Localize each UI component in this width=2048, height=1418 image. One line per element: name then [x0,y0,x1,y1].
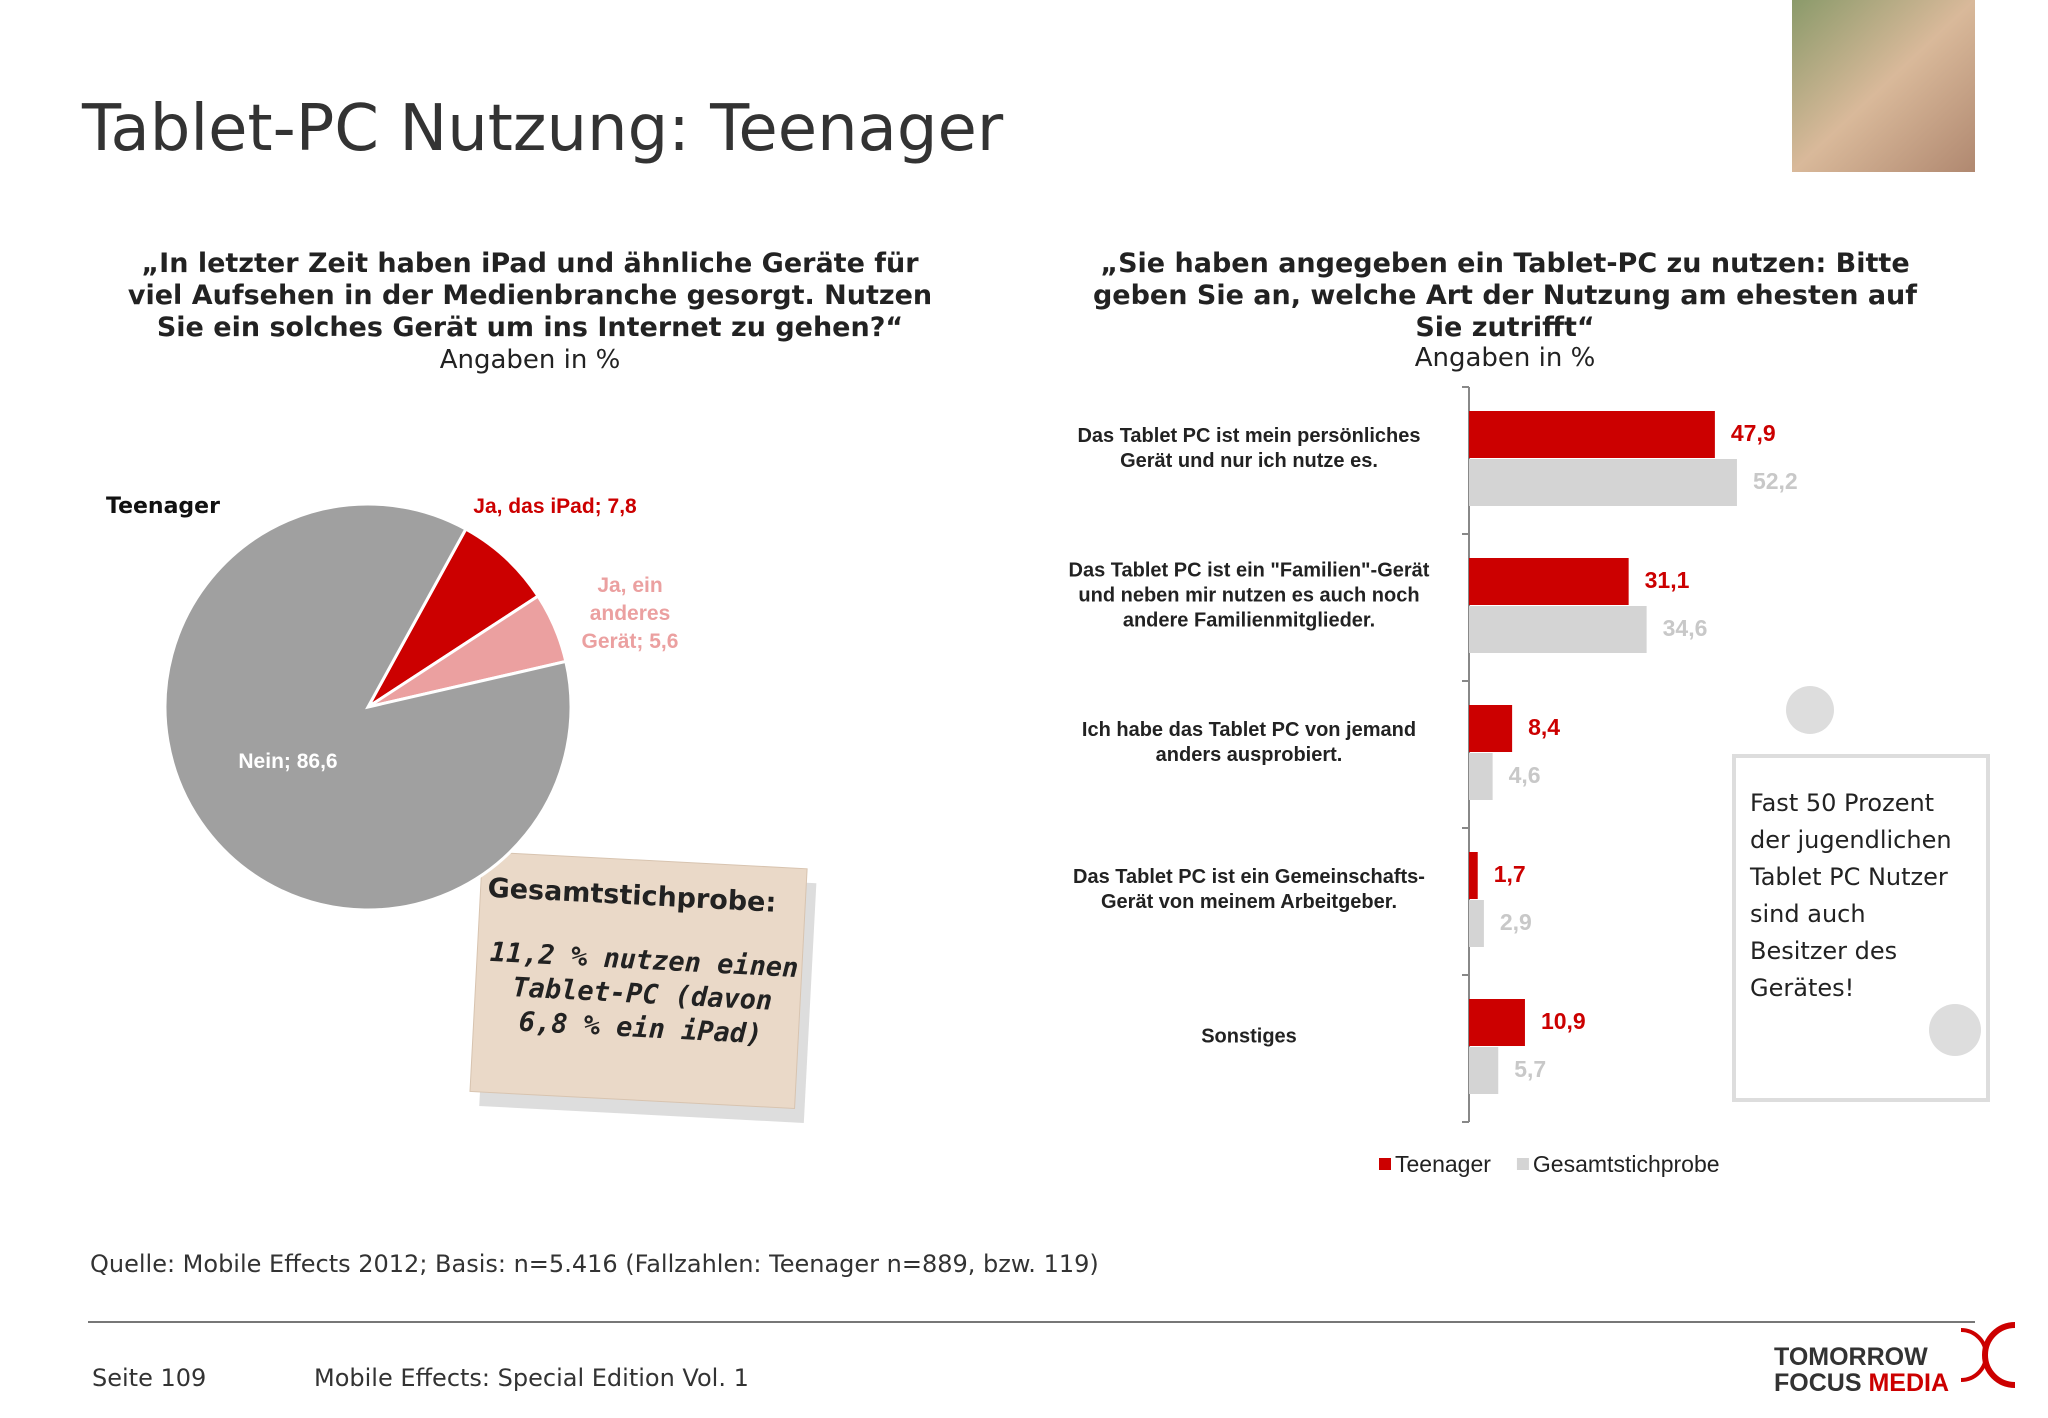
bar-value-label: 8,4 [1528,714,1560,740]
logo-left: FOCUS [1774,1369,1862,1397]
pie-slice [366,527,541,709]
logo-arc [1960,1328,1988,1382]
bar [1469,459,1737,506]
pie-data-label: Nein; 86,6 [228,748,348,776]
page-number: Seite 109 [92,1364,207,1392]
bar [1469,999,1525,1046]
bar-value-label: 2,9 [1500,909,1532,935]
bar-value-label: 1,7 [1494,861,1526,887]
bar-value-label: 5,7 [1514,1056,1546,1082]
category-label: Sonstiges [1201,1025,1297,1048]
legend-label: Teenager [1395,1151,1491,1177]
bar [1469,705,1513,752]
pie-value: 86,6 [296,750,338,773]
bar [1469,411,1715,458]
legend-swatch [1516,1158,1529,1170]
category-label: Das Tablet PC ist ein "Familien"-Gerät u… [1068,559,1430,632]
bar [1469,852,1478,899]
bar [1469,753,1493,800]
category-label: Ich habe das Tablet PC von jemand anders… [1081,719,1417,766]
pie-category: Nein; [238,750,291,773]
bar-subtitle: Angaben in % [1414,343,1596,373]
bar-value-label: 34,6 [1663,615,1708,641]
category-label: Das Tablet PC ist ein Gemeinschafts-Gerä… [1073,866,1425,913]
logo-bottom: FOCUS MEDIA [1774,1370,1949,1396]
pie-value: 5,6 [649,630,679,653]
bar-value-label: 52,2 [1753,468,1798,494]
pie-subtitle: Angaben in % [439,345,621,375]
callout-text: Fast 50 Prozent der jugendlichen Tablet … [1750,789,1952,1002]
pie-label: Teenager [106,494,220,519]
bar-value-label: 10,9 [1541,1008,1586,1034]
note-box-text: Gesamtstichprobe: 11,2 % nutzen einen Ta… [480,872,808,1055]
pie-category: Ja, das iPad; [473,495,602,518]
pie-slice [163,502,573,912]
publication: Mobile Effects: Special Edition Vol. 1 [314,1364,749,1392]
bar-value-label: 47,9 [1731,420,1776,446]
bar [1469,900,1484,947]
note-box [469,851,817,1123]
figure [1786,686,1834,734]
source: Quelle: Mobile Effects 2012; Basis: n=5.… [90,1250,1099,1278]
legend-swatch [1379,1158,1391,1170]
figure [1929,1004,1981,1056]
pie-category: Ja, ein anderes Gerät; [581,574,671,653]
bar-value-label: 4,6 [1509,762,1541,788]
pie-value: 7,8 [607,495,637,518]
logo-top: TOMORROW [1774,1343,1928,1371]
pie-question: „In letzter Zeit haben iPad und ähnliche… [127,248,933,343]
bar [1469,1047,1499,1094]
bar-question: „Sie haben angegeben ein Tablet-PC zu nu… [1092,248,1918,343]
category-label: Das Tablet PC ist mein persönliches Gerä… [1077,425,1421,472]
logo-right: MEDIA [1868,1369,1950,1397]
bar-value-label: 31,1 [1645,567,1690,593]
legend-label: Gesamtstichprobe [1533,1151,1720,1177]
bar [1469,606,1647,653]
pie-data-label: Ja, das iPad; 7,8 [470,493,640,521]
logo: TOMORROW FOCUS MEDIA [1774,1344,1949,1396]
photo [1792,0,1975,172]
pie-data-label: Ja, ein anderes Gerät; 5,6 [560,572,700,656]
logo-arc [1982,1322,2016,1388]
bar [1469,558,1629,605]
slide-title: Tablet-PC Nutzung: Teenager [82,92,1004,166]
note-text: 11,2 % nutzen einen Tablet-PC (davon 6,8… [489,936,800,1051]
